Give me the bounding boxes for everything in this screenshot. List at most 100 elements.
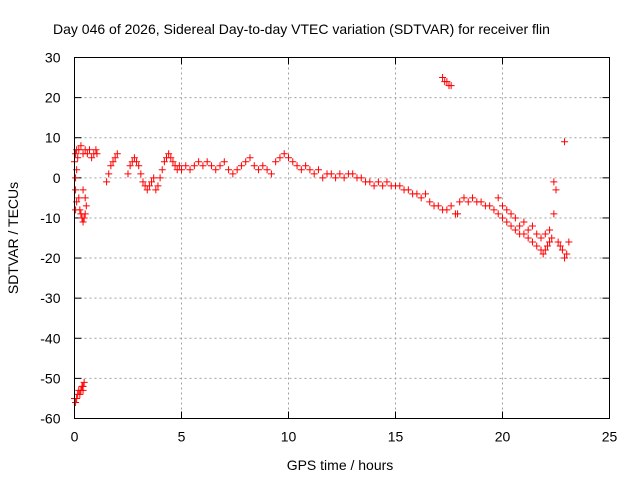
data-point xyxy=(554,238,562,246)
data-point xyxy=(528,222,536,230)
data-point xyxy=(233,166,241,174)
data-point xyxy=(443,78,451,86)
data-point xyxy=(113,150,121,158)
data-point xyxy=(250,162,258,170)
data-point xyxy=(434,202,442,210)
data-point xyxy=(548,234,556,242)
data-point xyxy=(520,230,528,238)
data-point xyxy=(533,242,541,250)
y-tick-label: 0 xyxy=(53,170,61,186)
data-point xyxy=(447,82,455,90)
data-point xyxy=(302,162,310,170)
data-point xyxy=(520,218,528,226)
x-tick-label: 0 xyxy=(71,429,79,445)
data-point xyxy=(133,158,141,166)
data-point xyxy=(439,74,447,82)
data-point xyxy=(156,174,164,182)
y-tick-label: -20 xyxy=(40,250,60,266)
tick-labels: 0 5 10 15 20 25 30 20 10 0 -10 -20 -30 -40 -50 -60 xyxy=(40,50,617,445)
y-axis-label: SDTVAR / TECUs xyxy=(5,182,21,294)
data-point xyxy=(454,210,462,218)
data-point xyxy=(72,398,80,406)
data-point xyxy=(72,186,80,194)
data-point xyxy=(169,158,177,166)
y-tick-label: 20 xyxy=(45,90,61,106)
data-point xyxy=(107,162,115,170)
data-point xyxy=(546,226,554,234)
data-point xyxy=(503,206,511,214)
data-point xyxy=(109,158,117,166)
data-point xyxy=(158,166,166,174)
data-point xyxy=(417,194,425,202)
data-point xyxy=(165,150,173,158)
data-point xyxy=(103,178,111,186)
data-point xyxy=(370,182,378,190)
data-point xyxy=(139,178,147,186)
data-point xyxy=(76,390,84,398)
data-point xyxy=(464,198,472,206)
data-point xyxy=(79,186,87,194)
data-point xyxy=(124,170,132,178)
data-point xyxy=(182,162,190,170)
data-point xyxy=(366,178,374,186)
data-point xyxy=(72,150,80,158)
data-point xyxy=(507,222,515,230)
data-point xyxy=(550,210,558,218)
data-point xyxy=(145,182,153,190)
data-point xyxy=(154,182,162,190)
data-point xyxy=(285,154,292,162)
data-point xyxy=(135,162,143,170)
data-point xyxy=(72,174,80,182)
data-point xyxy=(332,174,340,182)
data-point xyxy=(379,182,387,190)
data-point xyxy=(558,246,566,254)
data-point xyxy=(75,146,83,154)
data-point xyxy=(143,186,151,194)
data-point xyxy=(237,162,245,170)
data-point xyxy=(150,174,158,182)
data-point xyxy=(160,158,168,166)
data-point xyxy=(199,162,207,170)
data-point xyxy=(167,154,175,162)
data-point xyxy=(175,162,183,170)
data-point xyxy=(528,238,536,246)
data-point xyxy=(511,214,519,222)
data-point xyxy=(186,166,194,174)
y-tick-label: -60 xyxy=(40,411,60,427)
data-point xyxy=(460,194,468,202)
data-point xyxy=(396,182,404,190)
data-point xyxy=(280,150,288,158)
data-point xyxy=(81,210,89,218)
data-point xyxy=(77,142,85,150)
data-point xyxy=(443,206,451,214)
data-point xyxy=(79,218,87,226)
data-point xyxy=(336,170,344,178)
x-tick-label: 20 xyxy=(495,429,511,445)
y-tick-label: -50 xyxy=(40,370,60,386)
data-point xyxy=(563,250,571,258)
y-tick-label: -40 xyxy=(40,330,60,346)
data-point xyxy=(130,154,138,162)
data-point xyxy=(327,170,335,178)
data-point xyxy=(293,162,301,170)
data-point xyxy=(75,194,83,202)
data-point xyxy=(357,174,365,182)
data-point xyxy=(426,198,434,206)
data-point xyxy=(541,246,549,254)
data-point xyxy=(539,250,547,258)
data-point xyxy=(276,154,284,162)
y-tick-label: -10 xyxy=(40,210,60,226)
data-point xyxy=(259,162,267,170)
data-point xyxy=(543,242,551,250)
data-point xyxy=(263,166,271,174)
data-point xyxy=(306,166,314,174)
data-point xyxy=(561,138,569,146)
data-point xyxy=(216,162,224,170)
data-point xyxy=(413,190,421,198)
data-point xyxy=(550,178,558,186)
x-tick-label: 25 xyxy=(602,429,618,445)
data-point xyxy=(267,170,275,178)
data-point xyxy=(499,214,506,222)
data-point xyxy=(340,174,348,182)
